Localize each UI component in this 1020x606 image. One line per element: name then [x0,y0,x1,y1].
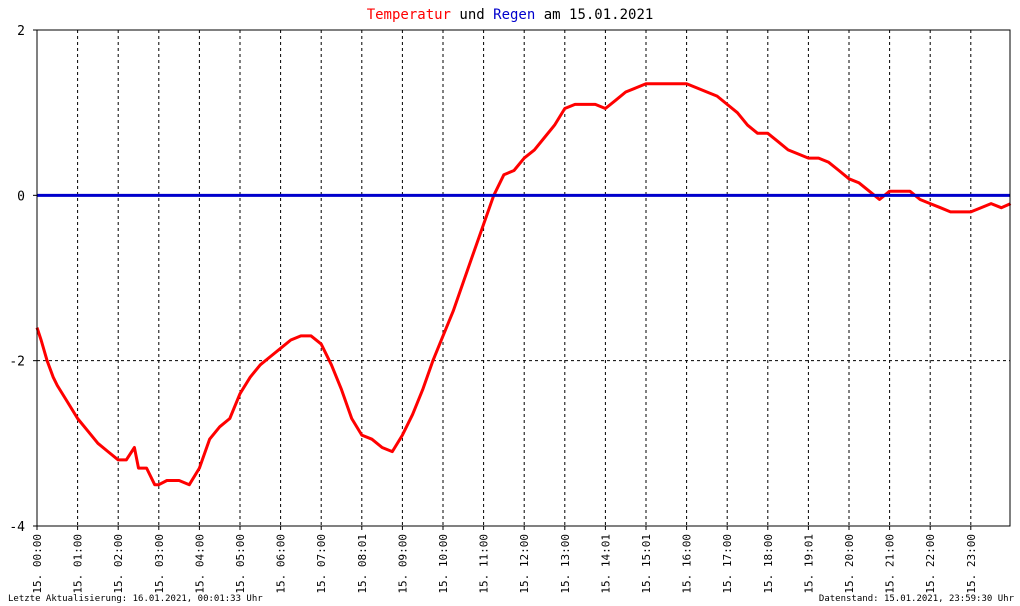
grid-lines [37,30,1010,526]
x-tick-label: 15. 11:00 [478,534,491,594]
series-layer [35,82,1012,487]
x-tick-label: 15. 05:00 [234,534,247,594]
x-tick-label: 15. 14:01 [599,534,612,594]
x-tick-label: 15. 23:00 [965,534,978,594]
title-und: und [451,7,493,23]
title-temperature: Temperatur [367,7,451,23]
x-tick-label: 15. 16:00 [681,534,694,594]
x-tick-label: 15. 08:01 [356,534,369,594]
x-tick-label: 15. 17:00 [721,534,734,594]
x-tick-label: 15. 02:00 [112,534,125,594]
temperature-series-line [35,82,1012,487]
x-tick-label: 15. 01:00 [72,534,85,594]
x-tick-label: 15. 21:00 [884,534,897,594]
y-tick-label: 0 [17,189,25,204]
x-tick-label: 15. 09:00 [396,534,409,594]
y-axis-ticks: 2 0 -2 -4 [9,24,37,535]
data-status-text: Datenstand: 15.01.2021, 23:59:30 Uhr [819,594,1015,604]
x-tick-label: 15. 13:00 [559,534,572,594]
plot-frame [36,29,1011,527]
y-tick-label: -4 [9,520,25,535]
title-date: am 15.01.2021 [535,7,653,23]
title-rain: Regen [493,7,535,23]
x-tick-label: 15. 15:01 [640,534,653,594]
x-tick-label: 15. 19:01 [802,534,815,594]
x-tick-label: 15. 06:00 [275,534,288,594]
x-tick-label: 15. 20:00 [843,534,856,594]
x-tick-label: 15. 04:00 [193,534,206,594]
y-tick-label: 2 [17,24,25,39]
x-tick-label: 15. 12:00 [518,534,531,594]
y-tick-label: -2 [9,355,25,370]
chart-title: Temperatur und Regen am 15.01.2021 [367,7,654,23]
x-tick-label: 15. 10:00 [437,534,450,594]
last-update-text: Letzte Aktualisierung: 16.01.2021, 00:01… [8,594,263,604]
x-tick-label: 15. 18:00 [762,534,775,594]
x-tick-label: 15. 22:00 [924,534,937,594]
x-tick-label: 15. 03:00 [153,534,166,594]
x-tick-label: 15. 07:00 [315,534,328,594]
x-axis-ticks: 15. 00:00 15. 01:00 15. 02:00 15. 03:00 15. … [31,526,978,594]
x-tick-label: 15. 00:00 [31,534,44,594]
